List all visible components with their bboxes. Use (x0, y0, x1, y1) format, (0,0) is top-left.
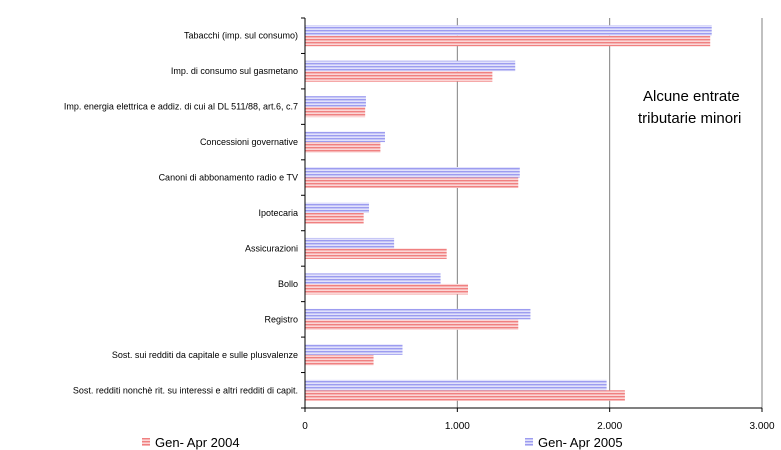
bar-2005 (305, 379, 607, 391)
axes (301, 17, 763, 412)
bar-2004 (305, 106, 366, 118)
bar-2004 (305, 248, 447, 259)
x-tick-labels: 0 1.000 2.000 3.000 (302, 421, 775, 432)
bar-2004 (305, 213, 364, 224)
bar-2004 (305, 35, 711, 47)
x-tick-label: 1.000 (445, 421, 470, 432)
category-label: Registro (264, 314, 298, 324)
bar-2005 (305, 237, 395, 249)
category-label: Concessioni governative (200, 137, 298, 147)
chart-title-line-2: tributarie minori (638, 110, 741, 127)
category-label: Ipotecaria (258, 208, 298, 218)
bar-2005 (305, 60, 516, 72)
bar-2004 (305, 71, 493, 82)
bar-2005 (305, 273, 441, 284)
bars (305, 25, 712, 401)
bar-2004 (305, 390, 625, 401)
category-label: Tabacchi (imp. sul consumo) (184, 31, 298, 41)
x-tick-label: 3.000 (749, 421, 774, 432)
category-labels: Tabacchi (imp. sul consumo) Imp. di consu… (64, 31, 298, 396)
category-label: Imp. di consumo sul gasmetano (171, 66, 298, 76)
category-label: Bollo (278, 279, 298, 289)
bar-2005 (305, 344, 403, 355)
bar-2005 (305, 131, 385, 143)
bar-2004 (305, 142, 381, 153)
bar-2005 (305, 167, 520, 178)
category-label: Sost. redditi nonchè rit. su interessi e… (73, 385, 298, 395)
category-label: Assicurazioni (245, 243, 298, 253)
legend-label-2005: Gen- Apr 2005 (538, 435, 623, 450)
legend-swatch-2004 (142, 438, 150, 446)
gridlines (456, 18, 763, 408)
bar-2004 (305, 354, 374, 366)
x-tick-label: 0 (302, 421, 308, 432)
bar-2004 (305, 319, 519, 330)
x-tick-label: 2.000 (597, 421, 622, 432)
bar-2005 (305, 308, 531, 320)
category-label: Canoni di abbonamento radio e TV (159, 173, 298, 183)
category-label: Imp. energia elettrica e addiz. di cui a… (64, 102, 298, 112)
legend: Gen- Apr 2004 Gen- Apr 2005 (142, 435, 623, 450)
bar-2005 (305, 96, 366, 107)
bar-2005 (305, 25, 712, 36)
legend-swatch-2005 (525, 438, 533, 446)
bar-2004 (305, 177, 519, 189)
legend-label-2004: Gen- Apr 2004 (155, 435, 240, 450)
bar-2005 (305, 202, 369, 213)
category-label: Sost. sui redditi da capitale e sulle pl… (112, 350, 298, 360)
bar-2004 (305, 283, 468, 295)
chart-title-line-1: Alcune entrate (643, 88, 740, 105)
